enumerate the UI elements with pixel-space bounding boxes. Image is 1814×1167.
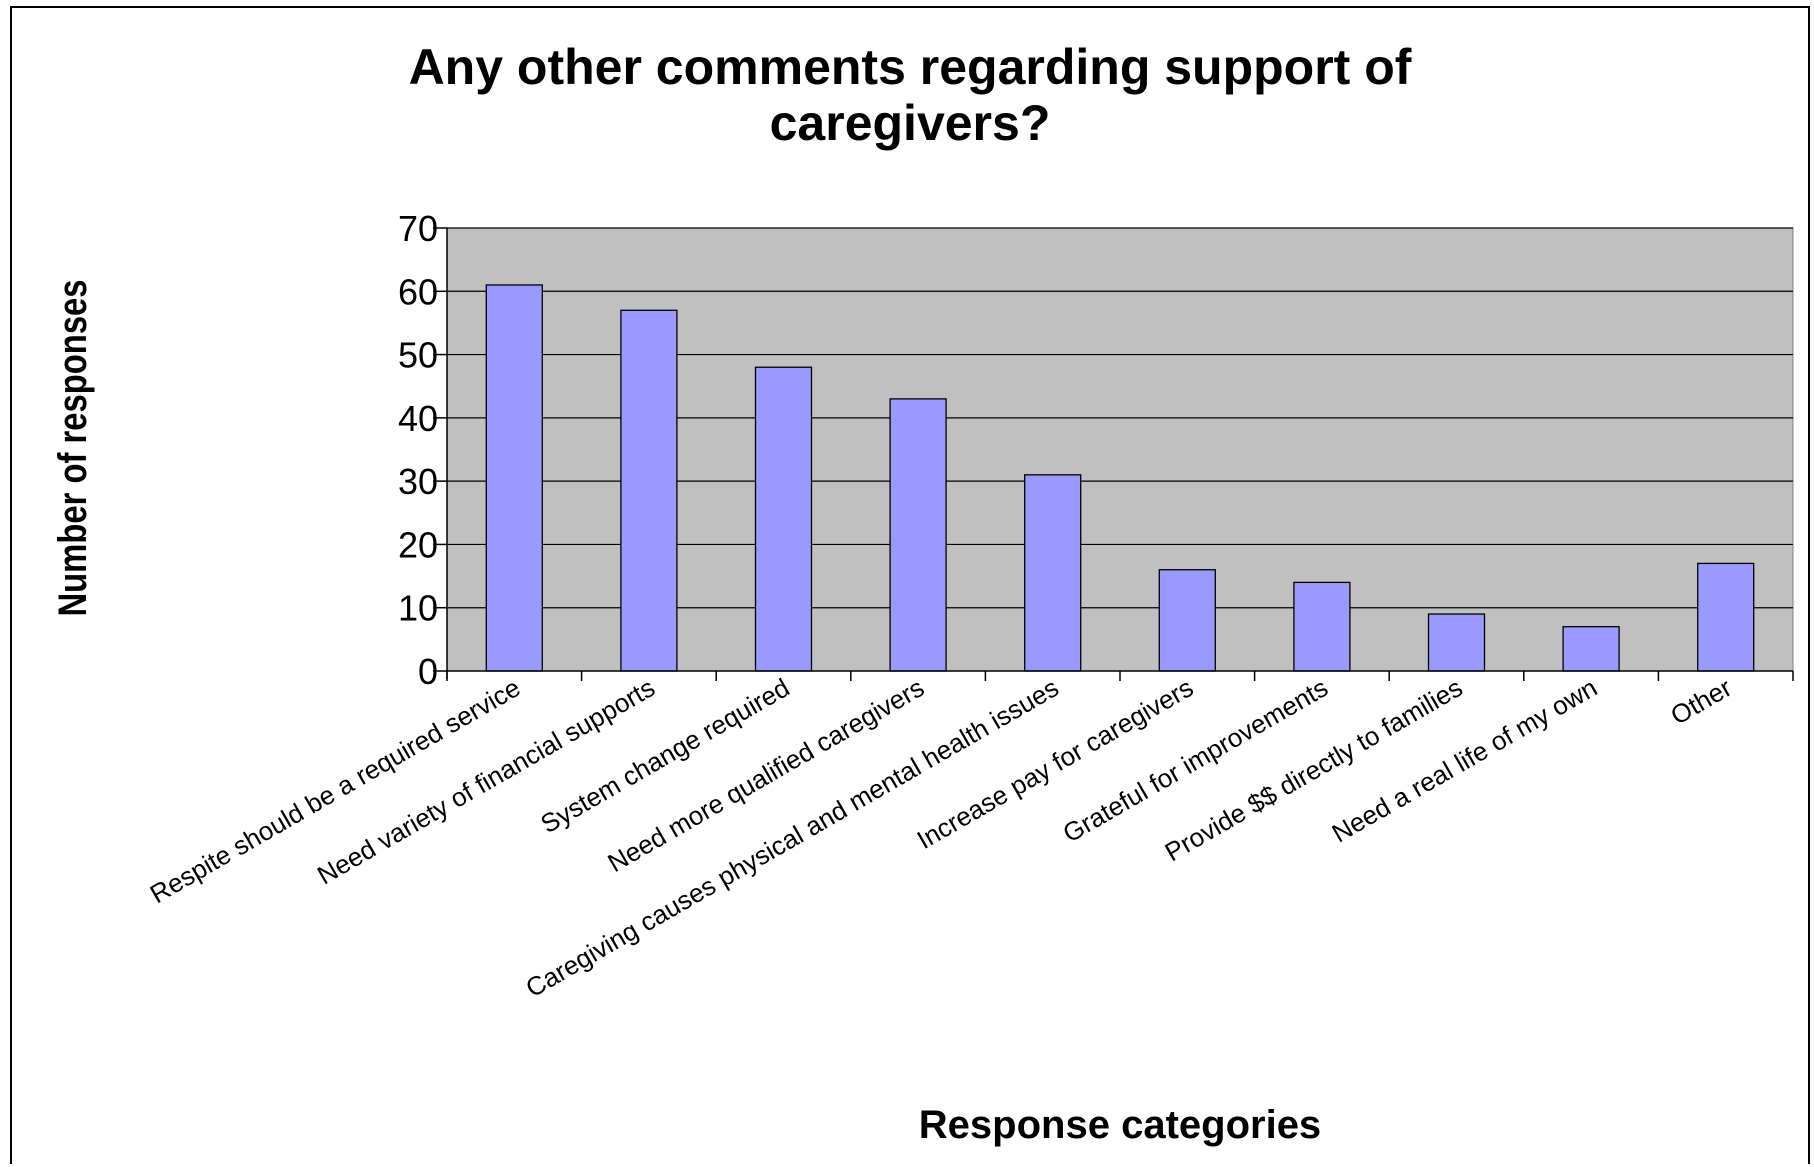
y-tick-label: 30 xyxy=(398,461,438,502)
chart-title-line-2: caregivers? xyxy=(770,95,1051,151)
y-tick-label: 50 xyxy=(398,335,438,376)
bars xyxy=(485,284,1755,672)
y-tick-label: 0 xyxy=(418,651,438,692)
bar xyxy=(1024,474,1082,672)
y-axis-title: Number of responses xyxy=(50,279,95,616)
y-tick-label: 60 xyxy=(398,271,438,312)
bar xyxy=(889,398,947,672)
x-axis-title: Response categories xyxy=(919,1103,1321,1147)
x-category-labels: Respite should be a required serviceNeed… xyxy=(145,672,1737,1003)
chart-title-line-1: Any other comments regarding support of xyxy=(409,39,1412,95)
chart-frame xyxy=(10,6,1810,1164)
y-tick-label: 40 xyxy=(398,398,438,439)
bar xyxy=(1427,613,1486,672)
bar xyxy=(1562,626,1620,672)
y-tick-label: 70 xyxy=(398,208,438,249)
x-category-label: Other xyxy=(1665,672,1737,731)
y-tick-labels: 0 10 20 30 40 50 60 70 xyxy=(398,208,438,692)
bar xyxy=(754,366,813,672)
bar xyxy=(1293,581,1351,672)
bar xyxy=(620,309,678,672)
y-tick-label: 20 xyxy=(398,524,438,565)
y-tick-label: 10 xyxy=(398,588,438,629)
bar xyxy=(485,284,543,672)
bar xyxy=(1158,569,1216,672)
axes xyxy=(433,227,1794,681)
bar xyxy=(1697,562,1755,672)
x-category-label: System change required xyxy=(535,672,794,839)
